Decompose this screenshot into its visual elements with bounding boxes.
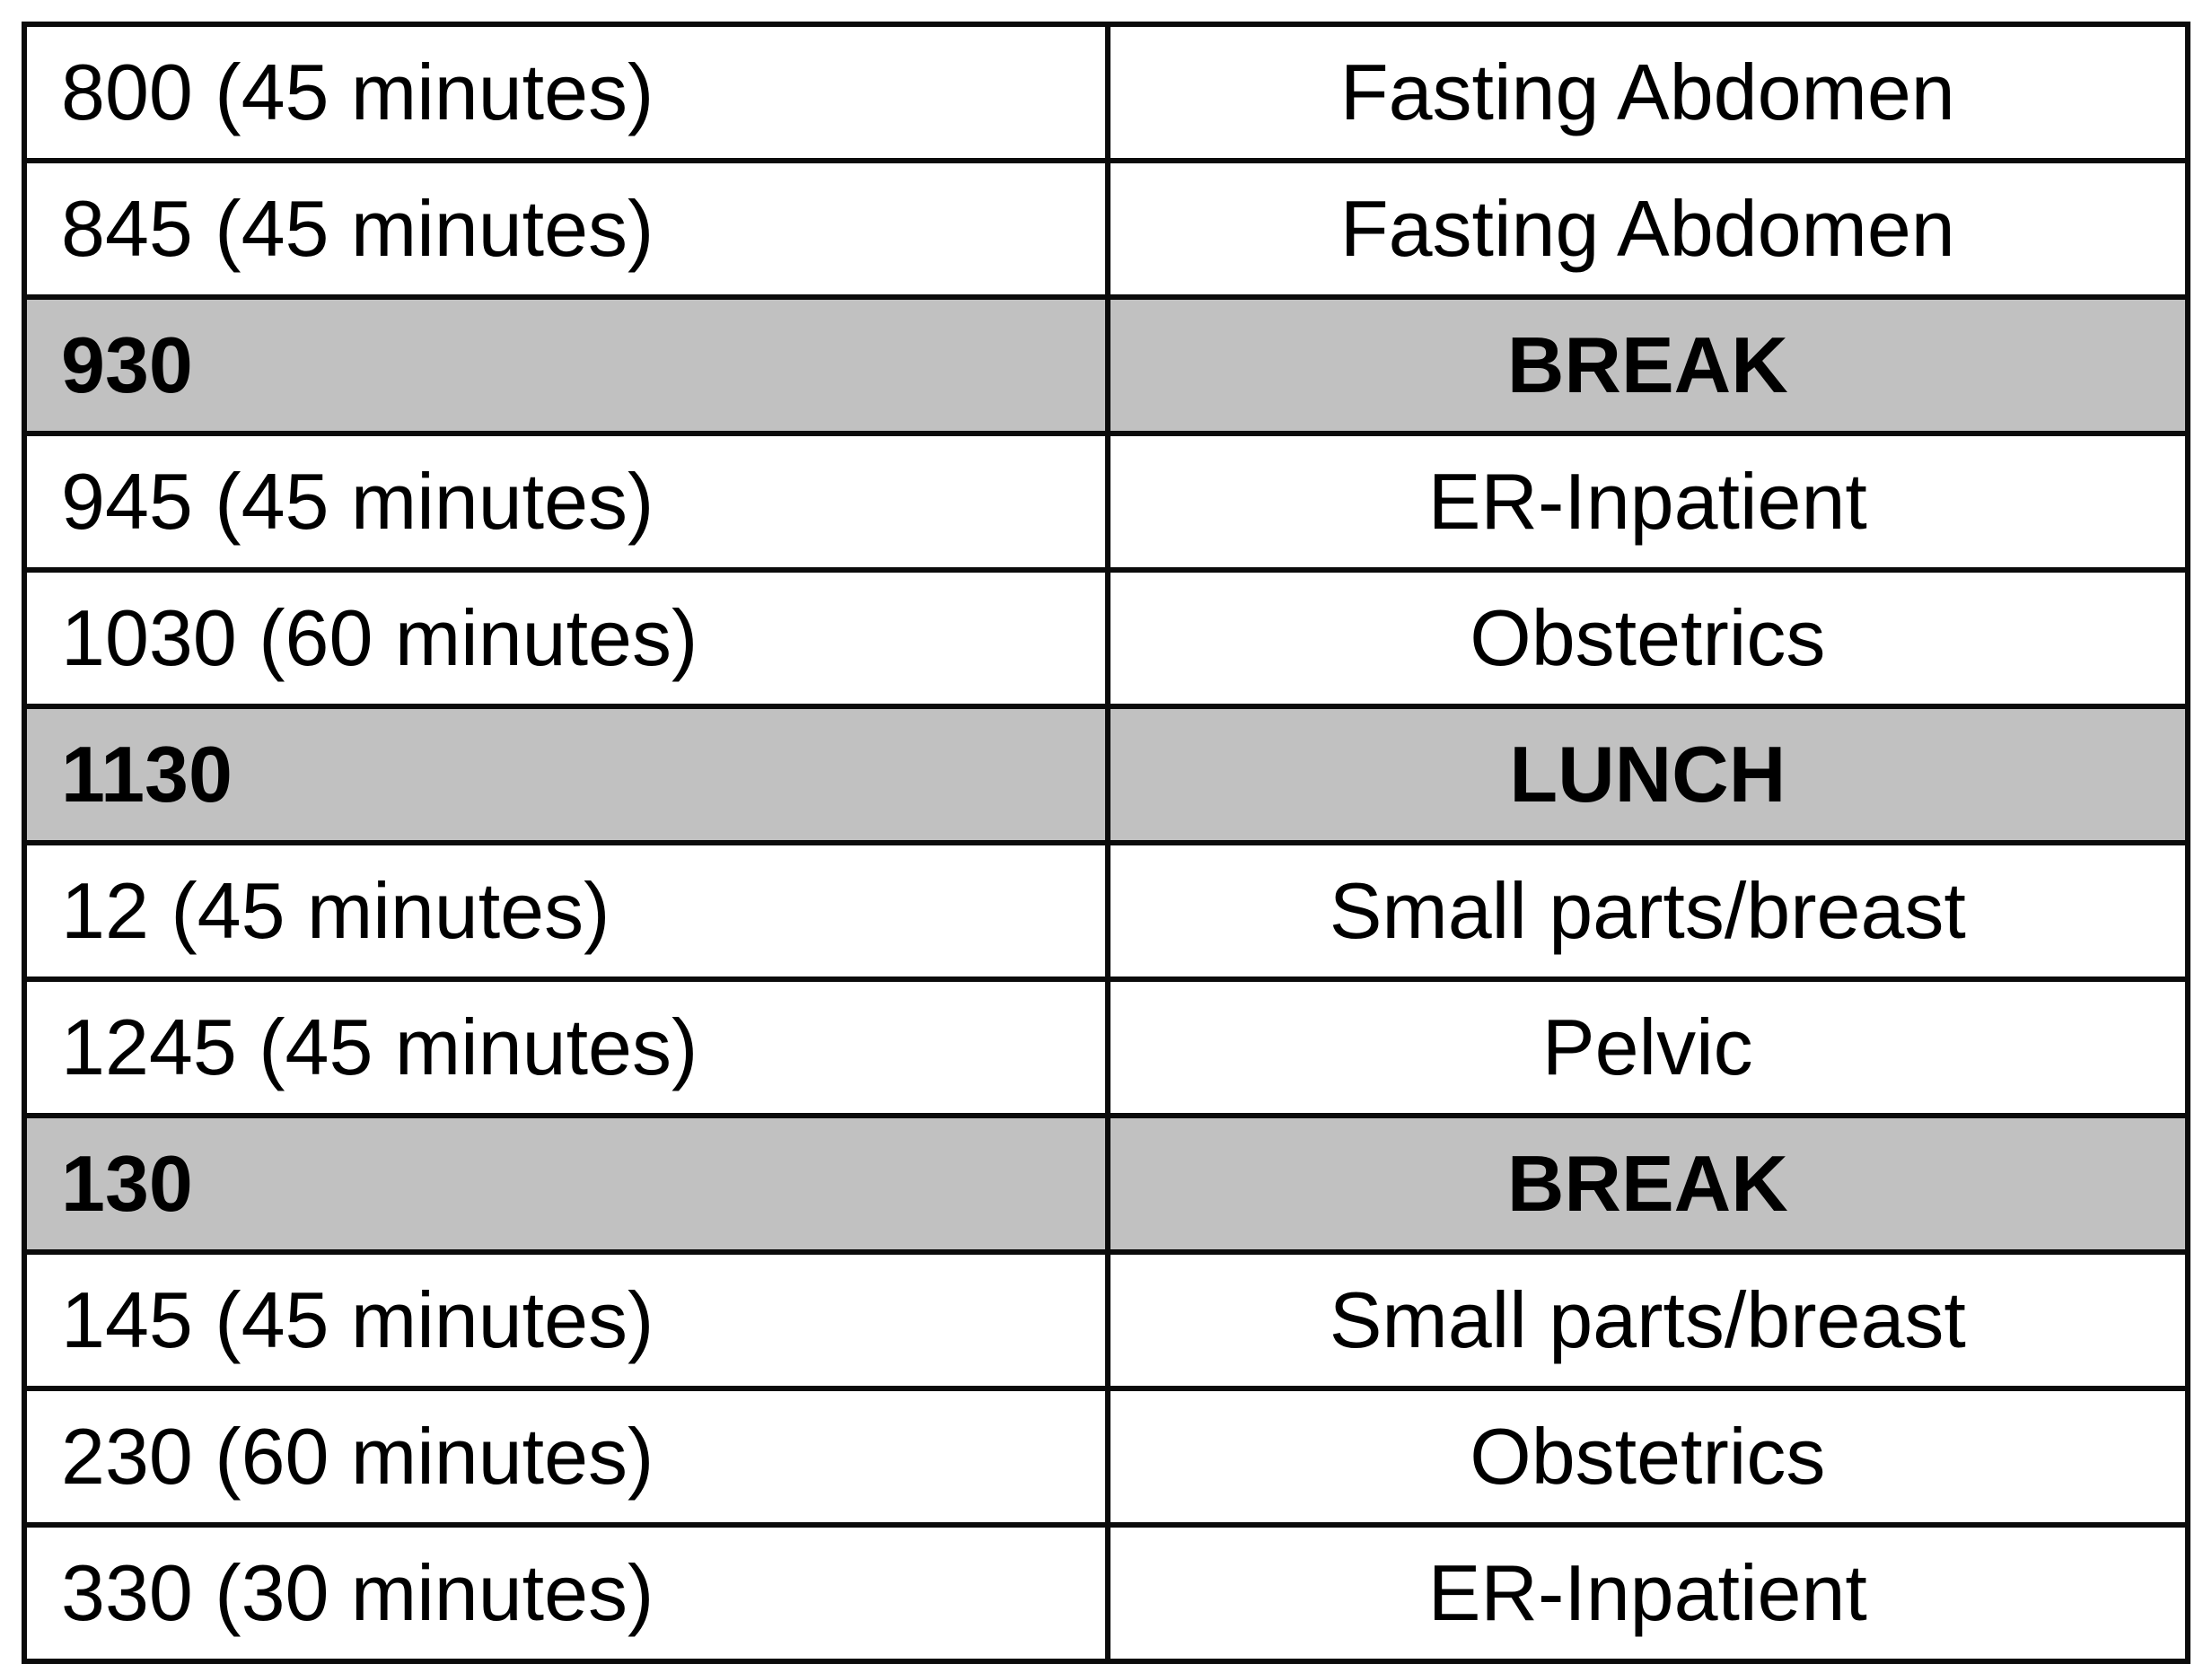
schedule-row: 12 (45 minutes) Small parts/breast [22, 840, 2191, 982]
time-cell: 145 (45 minutes) [22, 1249, 1110, 1391]
schedule-rows: 800 (45 minutes) Fasting Abdomen 845 (45 m… [22, 22, 2191, 1664]
time-cell: 130 [22, 1113, 1110, 1255]
activity-cell: Fasting Abdomen [1104, 158, 2191, 300]
activity-cell: Small parts/breast [1104, 840, 2191, 982]
activity-cell: Small parts/breast [1104, 1249, 2191, 1391]
activity-cell: Fasting Abdomen [1104, 22, 2191, 163]
activity-cell: BREAK [1104, 294, 2191, 436]
time-cell: 1130 [22, 704, 1110, 845]
schedule-row: 945 (45 minutes) ER-Inpatient [22, 431, 2191, 573]
break-row: 130 BREAK [22, 1113, 2191, 1255]
time-cell: 230 (60 minutes) [22, 1386, 1110, 1528]
activity-cell: ER-Inpatient [1104, 431, 2191, 573]
time-cell: 930 [22, 294, 1110, 436]
time-cell: 1245 (45 minutes) [22, 977, 1110, 1118]
time-cell: 800 (45 minutes) [22, 22, 1110, 163]
activity-cell: BREAK [1104, 1113, 2191, 1255]
break-row: 930 BREAK [22, 294, 2191, 436]
schedule-row: 1030 (60 minutes) Obstetrics [22, 567, 2191, 709]
time-cell: 945 (45 minutes) [22, 431, 1110, 573]
schedule-row: 800 (45 minutes) Fasting Abdomen [22, 22, 2191, 163]
schedule-table: 800 (45 minutes) Fasting Abdomen 845 (45 m… [22, 22, 2191, 1664]
break-row: 1130 LUNCH [22, 704, 2191, 845]
schedule-row: 145 (45 minutes) Small parts/breast [22, 1249, 2191, 1391]
schedule-row: 1245 (45 minutes) Pelvic [22, 977, 2191, 1118]
schedule-row: 230 (60 minutes) Obstetrics [22, 1386, 2191, 1528]
time-cell: 330 (30 minutes) [22, 1522, 1110, 1664]
activity-cell: Obstetrics [1104, 567, 2191, 709]
schedule-row: 330 (30 minutes) ER-Inpatient [22, 1522, 2191, 1664]
activity-cell: Obstetrics [1104, 1386, 2191, 1528]
activity-cell: Pelvic [1104, 977, 2191, 1118]
time-cell: 12 (45 minutes) [22, 840, 1110, 982]
activity-cell: LUNCH [1104, 704, 2191, 845]
time-cell: 1030 (60 minutes) [22, 567, 1110, 709]
time-cell: 845 (45 minutes) [22, 158, 1110, 300]
schedule-row: 845 (45 minutes) Fasting Abdomen [22, 158, 2191, 300]
activity-cell: ER-Inpatient [1104, 1522, 2191, 1664]
